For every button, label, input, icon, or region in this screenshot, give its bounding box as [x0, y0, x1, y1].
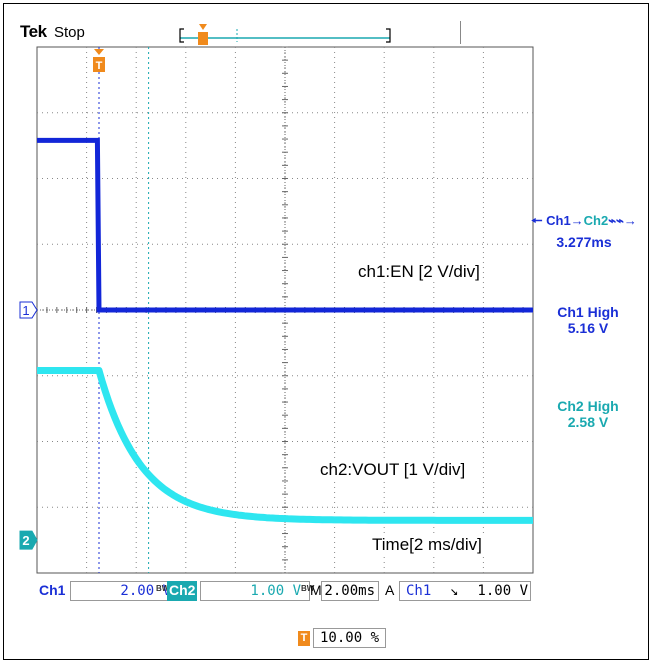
ch1-scale-label: Ch1 [39, 582, 66, 598]
ch1-high-label: Ch1 High [557, 304, 619, 320]
status-bar: Ch1 2.00 V BW Ch2 1.00 V BW M 2.00ms A C… [37, 581, 531, 603]
timebase-value[interactable]: 2.00ms [321, 581, 379, 601]
record-bar-right-bracket [386, 28, 391, 43]
ch1-trace [37, 137, 533, 313]
bw-limit-icon: BW [156, 584, 170, 593]
ch2-trace [37, 367, 534, 524]
ch2-annotation: ch2:VOUT [1 V/div] [318, 460, 468, 480]
svg-text:T: T [96, 60, 103, 72]
channel-markers: 1 2 T [19, 49, 105, 550]
ch1-high-measurement: Ch1 High 5.16 V [538, 304, 638, 336]
delay-measurement: 🠔 Ch1→Ch2⌁⌁→ 3.277ms [518, 212, 650, 250]
brand-logo: Tek [20, 22, 47, 41]
ch1-ground-marker[interactable]: 1 [19, 301, 38, 319]
delay-ch2-label: Ch2 [583, 213, 609, 228]
record-bar-trigger-arrow [199, 24, 207, 30]
arrow-icon: → [570, 213, 584, 228]
delay-ch1-label: Ch1 [546, 213, 571, 228]
trigger-settings[interactable]: Ch1 ↘ 1.00 V [399, 581, 531, 601]
trigger-icon: T [298, 630, 310, 646]
ch2-high-value: 2.58 V [567, 414, 609, 430]
left-arrow-icon: 🠔 [531, 213, 543, 228]
timebase-prefix: M [310, 582, 322, 598]
ch2-scale-value[interactable]: 1.00 V [200, 581, 310, 601]
ch2-high-label: Ch2 High [557, 398, 619, 414]
acquisition-state: Stop [54, 24, 85, 41]
trigger-position-value[interactable]: 10.00 % [313, 628, 387, 648]
delay-value: 3.277ms [556, 234, 612, 250]
record-bar-trigger-icon [198, 32, 208, 45]
outer-frame [3, 3, 649, 660]
ch1-annotation: ch1:EN [2 V/div] [356, 262, 482, 282]
trigger-marker[interactable]: T [93, 49, 105, 72]
ch1-high-value: 5.16 V [567, 320, 609, 336]
falling-slope-icon: ↘ [450, 583, 459, 599]
trigger-position-readout: T 10.00 % [298, 628, 387, 648]
header-divider [460, 21, 461, 44]
bw-limit-icon-2: BW [301, 584, 315, 593]
time-annotation: Time[2 ms/div] [370, 535, 484, 555]
svg-text:2: 2 [22, 533, 29, 548]
trigger-level: 1.00 V [477, 583, 528, 599]
traces [37, 137, 534, 524]
ch2-ground-marker[interactable]: 2 [19, 530, 38, 550]
svg-text:1: 1 [22, 303, 29, 318]
ch2-high-measurement: Ch2 High 2.58 V [538, 398, 638, 430]
trigger-mode: A [385, 582, 395, 598]
falling-edges-icon: ⌁⌁→ [608, 213, 637, 228]
record-position-bar[interactable] [179, 24, 391, 45]
trigger-source: Ch1 [406, 583, 432, 599]
record-bar-left-bracket [179, 28, 184, 43]
ch2-scale-label: Ch2 [167, 581, 198, 601]
